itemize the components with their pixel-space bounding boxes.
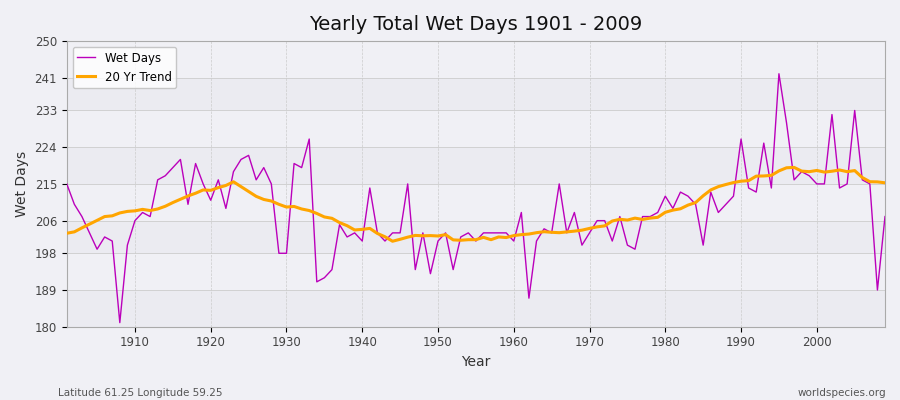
Wet Days	[879, 214, 890, 219]
20 Yr Trend	[879, 180, 890, 185]
Wet Days	[508, 239, 519, 244]
Text: Latitude 61.25 Longitude 59.25: Latitude 61.25 Longitude 59.25	[58, 388, 223, 398]
Y-axis label: Wet Days: Wet Days	[15, 151, 29, 217]
20 Yr Trend	[607, 219, 617, 224]
Wet Days	[61, 182, 72, 186]
Bar	[67, 147, 885, 184]
20 Yr Trend	[61, 231, 72, 236]
Bar	[67, 221, 885, 253]
Wet Days	[516, 210, 526, 215]
20 Yr Trend	[788, 165, 799, 170]
Line: Wet Days: Wet Days	[67, 74, 885, 323]
20 Yr Trend	[334, 220, 345, 225]
Wet Days	[114, 320, 125, 325]
Title: Yearly Total Wet Days 1901 - 2009: Yearly Total Wet Days 1901 - 2009	[310, 15, 643, 34]
Bar	[67, 290, 885, 327]
X-axis label: Year: Year	[461, 355, 491, 369]
Wet Days	[130, 218, 140, 223]
Wet Days	[296, 165, 307, 170]
20 Yr Trend	[122, 209, 133, 214]
Legend: Wet Days, 20 Yr Trend: Wet Days, 20 Yr Trend	[73, 47, 176, 88]
Wet Days	[607, 239, 617, 244]
Wet Days	[342, 234, 353, 239]
20 Yr Trend	[387, 239, 398, 244]
Wet Days	[773, 71, 784, 76]
Bar	[67, 78, 885, 110]
20 Yr Trend	[508, 233, 519, 238]
20 Yr Trend	[289, 204, 300, 209]
20 Yr Trend	[516, 232, 526, 237]
Line: 20 Yr Trend: 20 Yr Trend	[67, 168, 885, 241]
Text: worldspecies.org: worldspecies.org	[798, 388, 886, 398]
